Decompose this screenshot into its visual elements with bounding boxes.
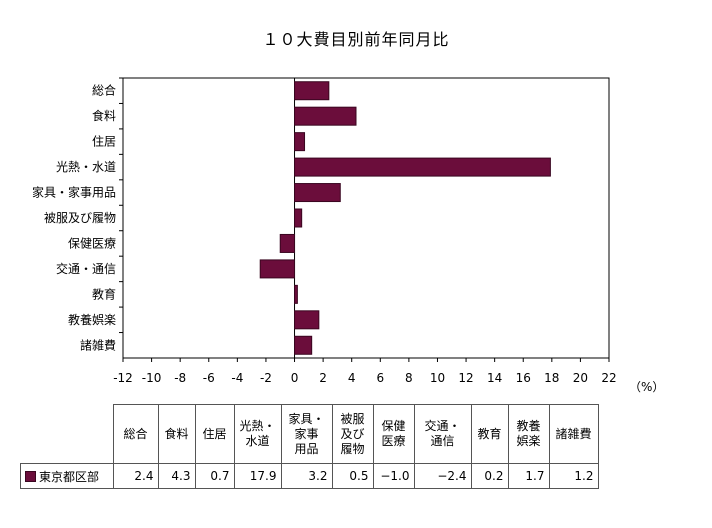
chart-title: １０大費目別前年同月比 (262, 30, 450, 49)
table-header-cell: 保健 医療 (372, 404, 415, 464)
table-header-cell: 家具・ 家事 用品 (280, 404, 333, 464)
table-header-cell: 光熱・ 水道 (233, 404, 282, 464)
bar-chart: -12 -10 -8 -6 -4 -2 0 2 4 6 8 10 12 14 16 18 20 22 総合食料住居光… (32, 77, 617, 385)
category-label: 総合 (92, 83, 116, 98)
table-corner (20, 404, 114, 464)
x-tick-label: 6 (376, 371, 384, 385)
x-tick-label: 2 (319, 371, 327, 385)
table-header-cell: 食料 (157, 404, 196, 464)
x-tick-label: -12 (113, 371, 133, 385)
series-name: 東京都区部 (39, 469, 100, 484)
bar (294, 208, 303, 228)
table-header-text: 保健 (381, 419, 406, 433)
x-tick-label: 14 (487, 371, 502, 385)
table-header-cell: 交通・ 通信 (413, 404, 472, 464)
bar (259, 259, 296, 279)
table-header-text: 履物 (340, 441, 365, 456)
bar (294, 310, 320, 330)
category-label: 保健医療 (68, 236, 116, 250)
table-cell: 4.3 (157, 463, 196, 489)
category-label: 被服及び履物 (44, 211, 116, 225)
table-header-row: 総合 食料 住居 光熱・ 水道 家具・ 家事 用品 被服 及び 履物 保健 医療 交通・ 通信 教育 教養 娯楽諸… (20, 404, 599, 464)
table-header-cell: 総合 (112, 404, 159, 464)
category-label: 教育 (92, 286, 116, 301)
table-cell: 0.7 (194, 463, 235, 489)
table-header-text: 家事 (294, 426, 319, 441)
table-header-text: 住居 (202, 426, 227, 441)
category-label: 教養娯楽 (68, 312, 116, 327)
table-cell: 0.2 (470, 463, 509, 489)
table-header-text: 食料 (164, 426, 189, 441)
table-cell: −2.4 (413, 463, 472, 489)
x-tick-label: 0 (291, 371, 299, 385)
table-row: 東京都区部 2.4 4.3 0.7 17.9 3.2 0.5 −1.0 −2.4 0.2 1.7 1… (20, 463, 599, 489)
bar (294, 183, 341, 203)
bar (294, 157, 551, 177)
category-label: 家具・家事用品 (32, 185, 116, 200)
category-label: 食料 (92, 108, 116, 123)
table-header-text: 通信 (430, 434, 455, 448)
table-cell: 1.2 (548, 463, 599, 489)
category-label: 諸雑費 (80, 337, 116, 352)
x-tick-label: -10 (142, 371, 162, 385)
x-tick-label: 16 (516, 371, 531, 385)
table-cell: 0.5 (331, 463, 374, 489)
table-cell: 2.4 (112, 463, 159, 489)
category-label: 交通・通信 (56, 261, 116, 276)
bar (294, 132, 306, 152)
table-header-cell: 住居 (194, 404, 235, 464)
table-header-cell: 被服 及び 履物 (331, 404, 374, 464)
x-tick-label: 4 (348, 371, 356, 385)
category-label: 住居 (92, 135, 116, 149)
table-header-text: 娯楽 (516, 434, 541, 448)
bar (294, 106, 357, 126)
unit-label: （%） (629, 380, 665, 394)
bar (294, 284, 298, 304)
table-header-text: 教養 (516, 419, 541, 433)
table-cell: 1.7 (507, 463, 550, 489)
table-header-text: 交通・ (424, 419, 461, 433)
x-tick-label: -4 (231, 371, 243, 385)
legend-swatch (25, 470, 36, 482)
x-tick-label: 20 (573, 371, 588, 385)
table-header-text: 総合 (123, 426, 148, 441)
x-tick-label: 18 (544, 371, 559, 385)
table-header-text: 諸雑費 (555, 426, 592, 441)
bar (294, 81, 330, 101)
table-cell: 17.9 (233, 463, 282, 489)
table-header-text: 及び (340, 426, 365, 441)
category-label: 光熱・水道 (56, 160, 116, 174)
bar (279, 233, 296, 253)
table-header-text: 医療 (381, 434, 406, 448)
x-tick-label: 12 (458, 371, 473, 385)
x-tick-label: 8 (405, 371, 413, 385)
table-header-text: 家具・ (288, 411, 325, 426)
x-tick-label: -8 (174, 371, 186, 385)
table-header-cell: 教養 娯楽 (507, 404, 550, 464)
table-row-label: 東京都区部 (20, 463, 114, 489)
x-tick-label: -2 (260, 371, 272, 385)
x-tick-label: 10 (430, 371, 445, 385)
table-cell: −1.0 (372, 463, 415, 489)
x-tick-label: 22 (601, 371, 616, 385)
x-tick-label: -6 (203, 371, 215, 385)
table-header-text: 被服 (340, 411, 365, 426)
table-header-text: 用品 (294, 441, 319, 456)
bar (294, 335, 313, 355)
table-header-cell: 教育 (470, 404, 509, 464)
table-header-text: 水道 (245, 434, 270, 448)
plot-area (122, 77, 610, 359)
table-header-text: 光熱・ (239, 419, 276, 433)
table-header-text: 教育 (477, 426, 502, 441)
table-header-cell: 諸雑費 (548, 404, 599, 464)
data-table: 総合 食料 住居 光熱・ 水道 家具・ 家事 用品 被服 及び 履物 保健 医療 交通・ 通信 教育 教養 娯楽諸… (20, 404, 599, 489)
table-cell: 3.2 (280, 463, 333, 489)
